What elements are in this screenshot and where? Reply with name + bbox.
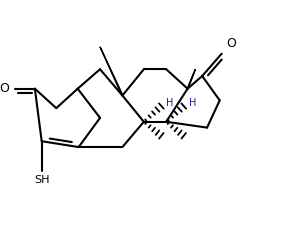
Text: H: H — [189, 98, 196, 108]
Text: SH: SH — [34, 175, 49, 185]
Text: O: O — [0, 82, 10, 95]
Text: H: H — [166, 98, 174, 108]
Polygon shape — [100, 47, 123, 96]
Polygon shape — [187, 69, 195, 89]
Text: O: O — [226, 37, 236, 50]
